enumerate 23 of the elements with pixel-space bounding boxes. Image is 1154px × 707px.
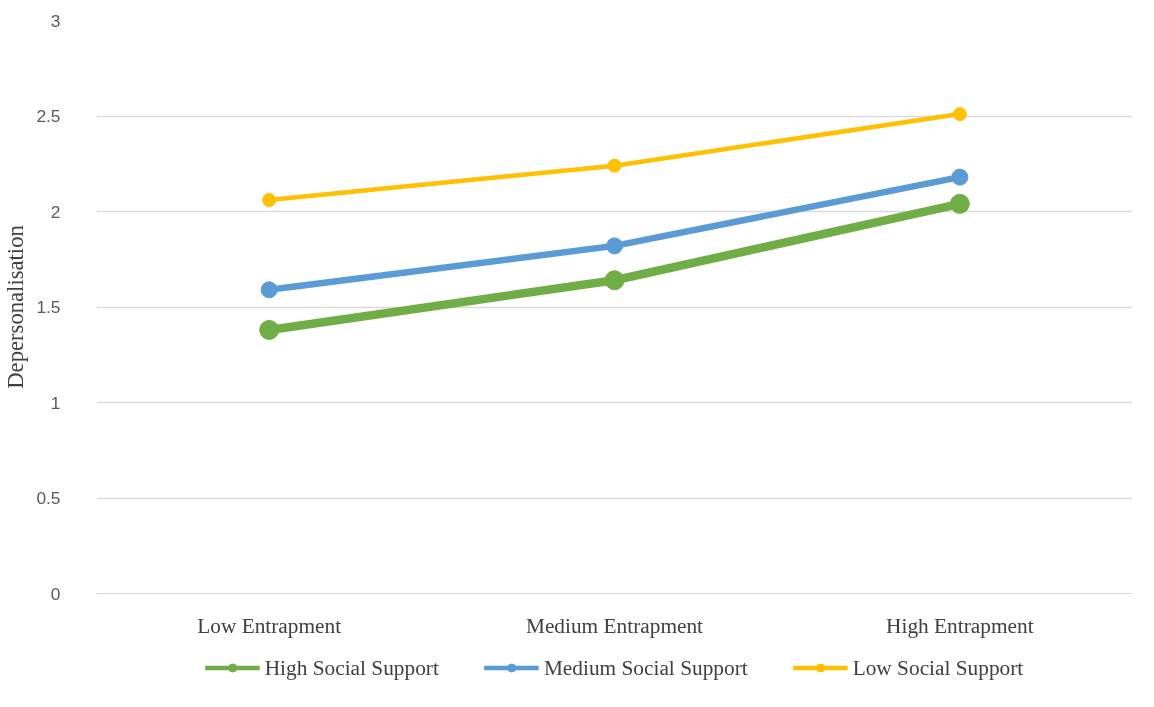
y-tick-label: 1.5 xyxy=(36,297,61,317)
legend-label: Medium Social Support xyxy=(543,655,748,680)
legend-label: Low Social Support xyxy=(852,655,1024,680)
x-tick-label: Medium Entrapment xyxy=(525,613,704,638)
y-tick-label: 0.5 xyxy=(36,488,61,508)
y-tick-label: 2 xyxy=(50,201,61,222)
point xyxy=(604,270,625,291)
point xyxy=(606,237,623,255)
point xyxy=(949,193,970,214)
point xyxy=(260,281,278,299)
y-tick-label: 1 xyxy=(50,392,61,413)
point xyxy=(951,168,969,186)
y-tick-label: 2.5 xyxy=(36,106,61,126)
point xyxy=(259,319,280,340)
y-tick-label: 0 xyxy=(50,583,61,604)
y-tick-label: 3 xyxy=(50,10,61,31)
x-tick-label: Low Entrapment xyxy=(197,613,342,638)
point xyxy=(952,107,967,122)
point xyxy=(262,193,277,208)
x-tick-label: High Entrapment xyxy=(886,613,1034,638)
y-axis-title: Depersonalisation xyxy=(3,225,29,389)
point xyxy=(607,158,622,173)
legend-label: High Social Support xyxy=(264,655,439,680)
